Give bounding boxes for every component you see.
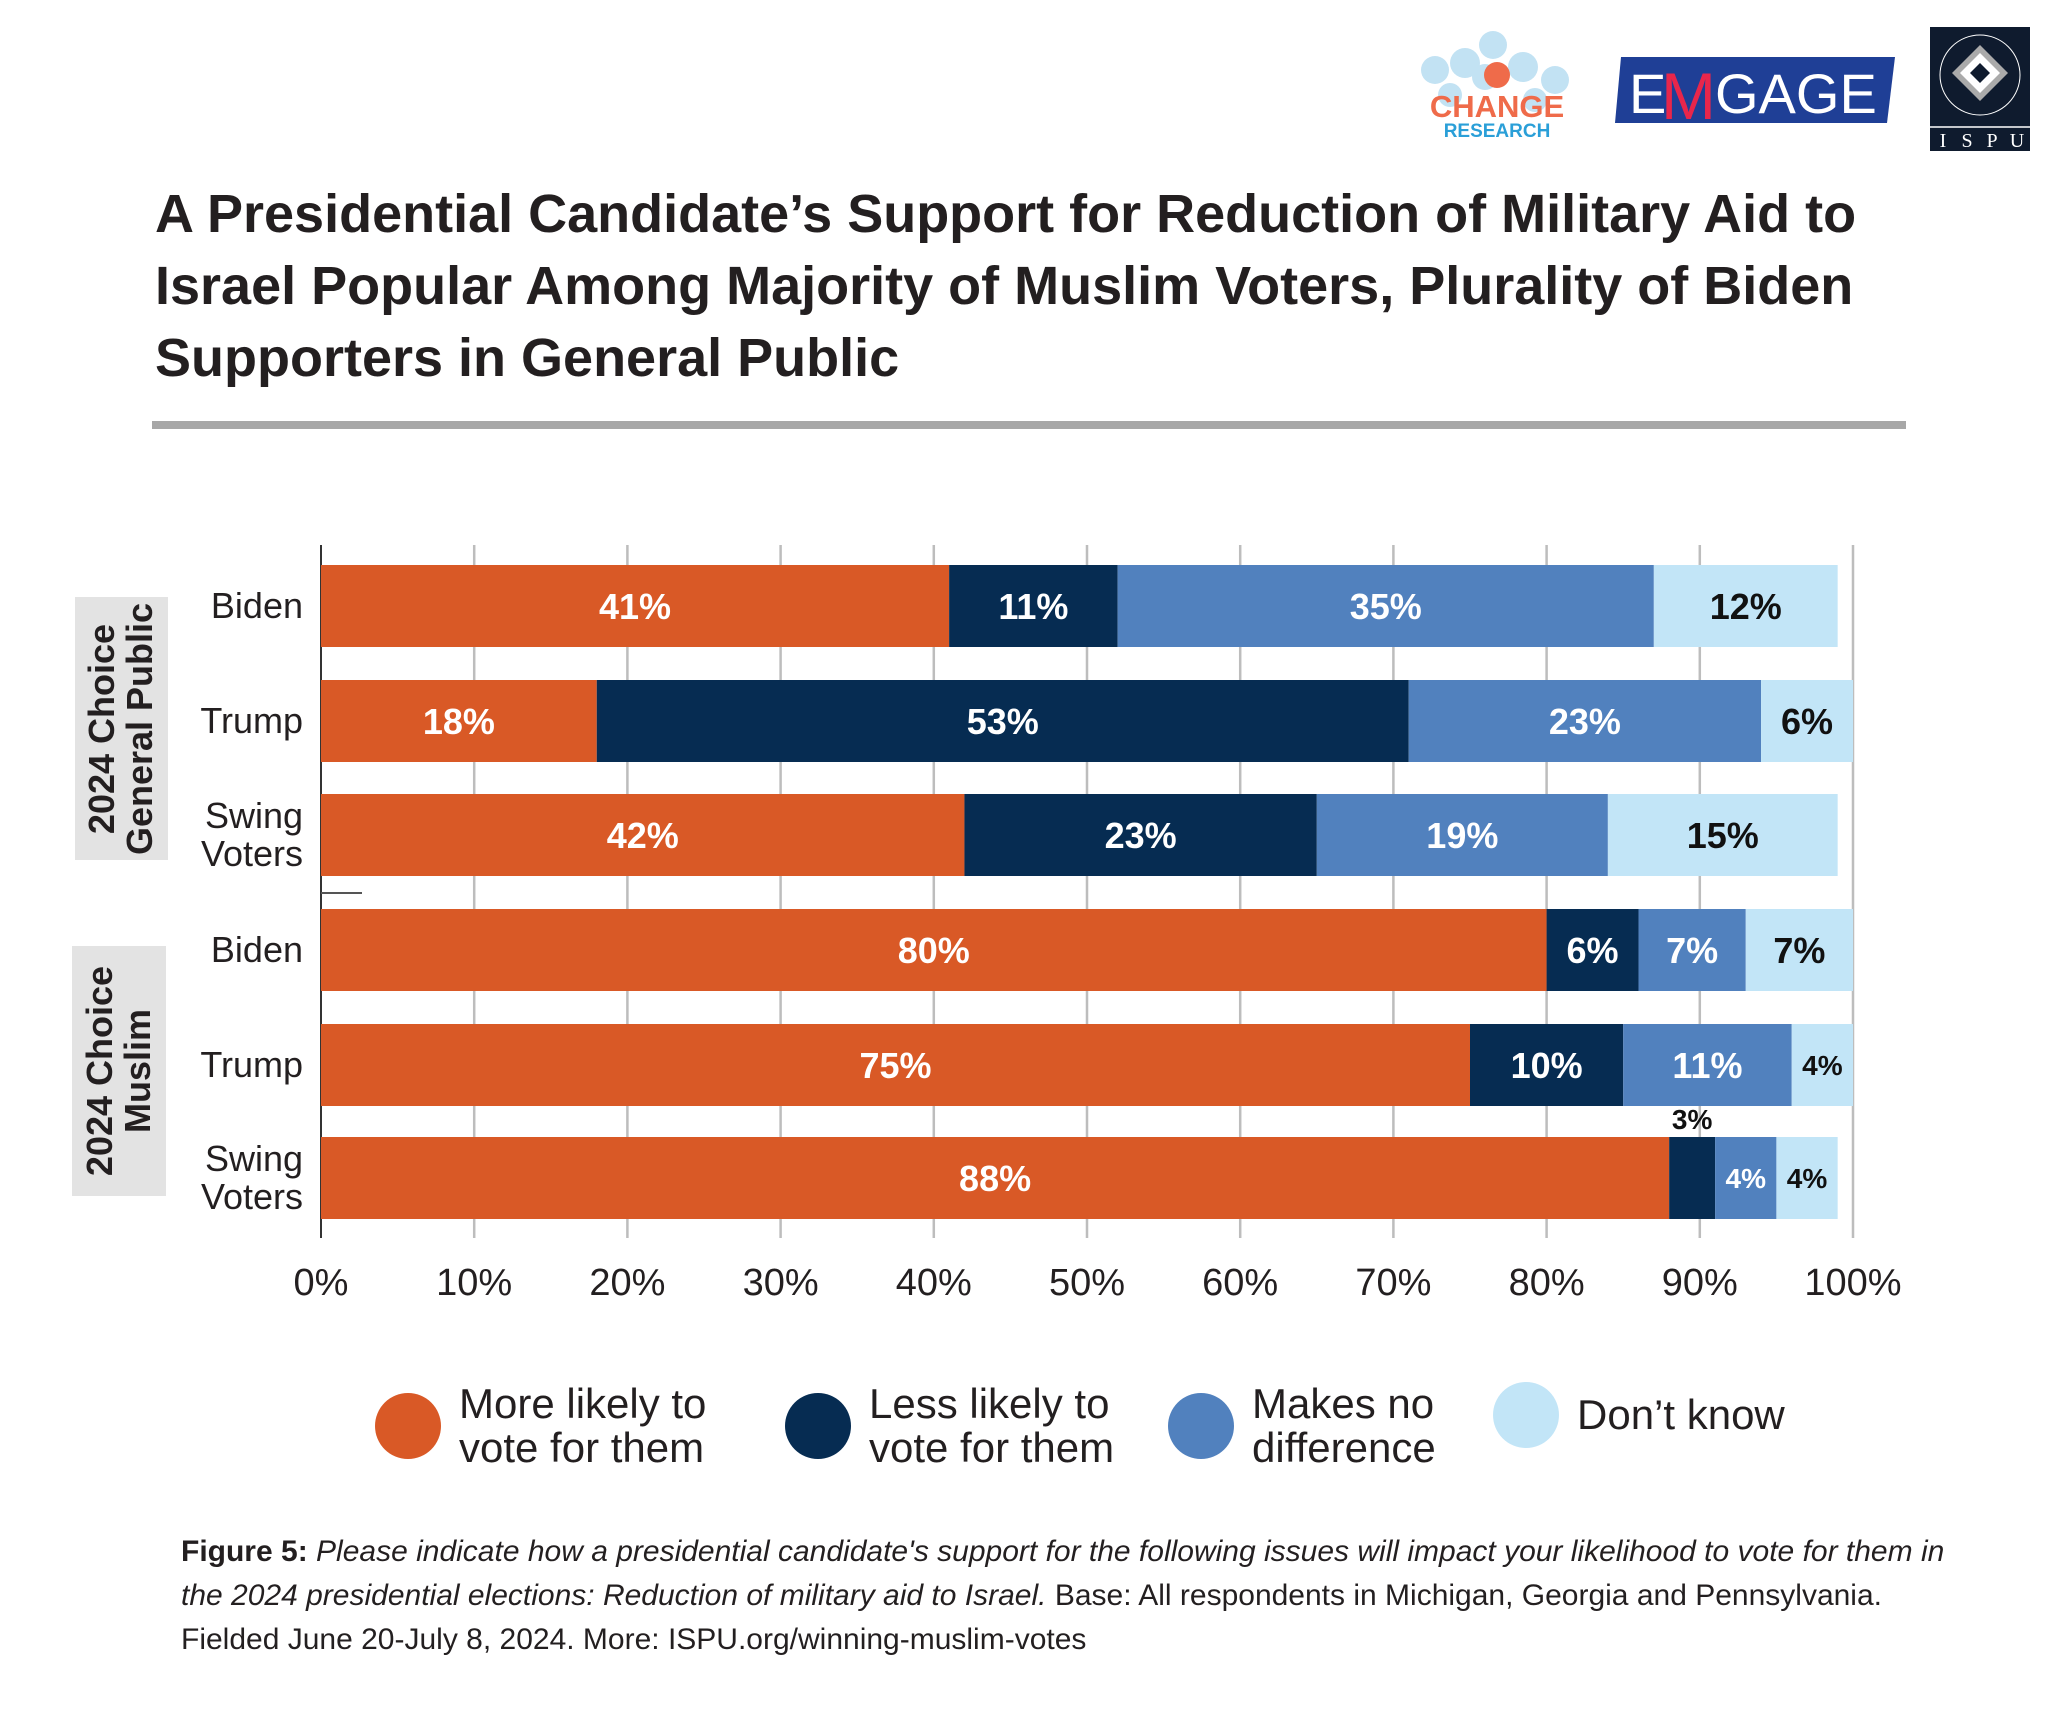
bar-segment bbox=[964, 794, 1317, 876]
category-label: Trump bbox=[200, 700, 303, 741]
ispu-logo: I S P U bbox=[1930, 27, 2030, 151]
data-label: 75% bbox=[859, 1045, 931, 1086]
bar-segment bbox=[1607, 794, 1838, 876]
data-label: 53% bbox=[967, 701, 1039, 742]
x-tick-label: 20% bbox=[589, 1262, 665, 1304]
data-label: 6% bbox=[1567, 930, 1619, 971]
bar-segment bbox=[1761, 680, 1853, 762]
legend-label: More likely to vote for them bbox=[459, 1380, 707, 1471]
data-label: 23% bbox=[1549, 701, 1621, 742]
data-label: 35% bbox=[1350, 586, 1422, 627]
bar-segment bbox=[1715, 1137, 1777, 1219]
bar-segment bbox=[1776, 1137, 1838, 1219]
bar-segment bbox=[949, 565, 1118, 647]
x-tick-label: 0% bbox=[294, 1262, 349, 1304]
bar-segment bbox=[321, 680, 597, 762]
emgage-rest: GAGE bbox=[1715, 62, 1877, 125]
x-tick-label: 70% bbox=[1355, 1262, 1431, 1304]
bar-segment bbox=[1791, 1024, 1853, 1106]
x-tick-label: 100% bbox=[1804, 1262, 1901, 1304]
legend-label: Less likely to vote for them bbox=[869, 1380, 1115, 1471]
bar-segment bbox=[1117, 565, 1654, 647]
emgage-logo: E M GAGE bbox=[1615, 57, 1895, 125]
data-label: 6% bbox=[1781, 701, 1833, 742]
bar-segment bbox=[596, 680, 1409, 762]
bar-segment bbox=[1623, 1024, 1792, 1106]
data-label: 4% bbox=[1726, 1163, 1767, 1194]
figure-caption: Figure 5: Please indicate how a presiden… bbox=[181, 1530, 1961, 1662]
research-text: RESEARCH bbox=[1444, 121, 1551, 142]
group-label: 2024 Choice Muslim bbox=[72, 946, 166, 1196]
data-label: 11% bbox=[1672, 1045, 1742, 1086]
bar-segment bbox=[1653, 565, 1838, 647]
data-label: 18% bbox=[423, 701, 495, 742]
bar-segment bbox=[1669, 1137, 1716, 1219]
x-tick-label: 50% bbox=[1049, 1262, 1125, 1304]
bar-segment bbox=[1316, 794, 1608, 876]
data-label: 12% bbox=[1710, 586, 1782, 627]
legend-swatch bbox=[1168, 1393, 1234, 1459]
chart-title: A Presidential Candidate’s Support for R… bbox=[155, 184, 1857, 388]
bar-segment bbox=[321, 565, 950, 647]
title-divider bbox=[152, 421, 1906, 429]
legend-label: Makes no difference bbox=[1252, 1380, 1436, 1471]
legend-label: Don’t know bbox=[1577, 1391, 1785, 1438]
data-label: 15% bbox=[1687, 815, 1759, 856]
bar-segment bbox=[1408, 680, 1762, 762]
x-tick-label: 90% bbox=[1662, 1262, 1738, 1304]
ispu-letter: I bbox=[1940, 130, 1947, 151]
caption-question: Please indicate how a presidential candi… bbox=[181, 1535, 1945, 1612]
x-tick-label: 60% bbox=[1202, 1262, 1278, 1304]
legend-swatch bbox=[375, 1393, 441, 1459]
legend-swatch bbox=[785, 1393, 851, 1459]
change-text: CHANGE bbox=[1430, 89, 1564, 124]
bar-segment bbox=[1638, 909, 1746, 991]
data-label: 3% bbox=[1672, 1104, 1713, 1135]
category-label: Swing Voters bbox=[200, 1138, 303, 1217]
category-label: Biden bbox=[210, 929, 303, 970]
group-label: 2024 Choice General Public bbox=[75, 597, 168, 860]
data-label: 7% bbox=[1666, 930, 1718, 971]
bar-segment bbox=[321, 1137, 1670, 1219]
x-tick-label: 40% bbox=[896, 1262, 972, 1304]
data-label: 42% bbox=[607, 815, 679, 856]
category-label: Biden bbox=[210, 585, 303, 626]
bar-segment bbox=[321, 794, 965, 876]
category-label: Swing Voters bbox=[200, 795, 303, 874]
caption-label: Figure 5: bbox=[181, 1535, 308, 1568]
data-label: 80% bbox=[898, 930, 970, 971]
ispu-letter: U bbox=[2010, 130, 2025, 151]
bar-segment bbox=[1470, 1024, 1624, 1106]
legend-item: More likely to vote for them bbox=[375, 1382, 759, 1470]
data-label: 23% bbox=[1105, 815, 1177, 856]
data-label: 19% bbox=[1426, 815, 1498, 856]
data-label: 4% bbox=[1787, 1163, 1828, 1194]
bar-segment bbox=[1745, 909, 1853, 991]
x-tick-label: 10% bbox=[436, 1262, 512, 1304]
data-label: 11% bbox=[998, 586, 1068, 627]
category-label: Trump bbox=[200, 1044, 303, 1085]
bar-segment bbox=[1546, 909, 1639, 991]
legend-item: Don’t know bbox=[1493, 1382, 1877, 1448]
change-research-logo: CHANGE RESEARCH bbox=[1421, 31, 1569, 142]
data-label: 10% bbox=[1511, 1045, 1583, 1086]
x-tick-label: 80% bbox=[1509, 1262, 1585, 1304]
ispu-letter: P bbox=[1986, 130, 1997, 151]
bar-segment bbox=[321, 909, 1547, 991]
data-label: 4% bbox=[1802, 1050, 1843, 1081]
data-label: 88% bbox=[959, 1158, 1031, 1199]
data-label: 7% bbox=[1773, 930, 1825, 971]
legend-swatch bbox=[1493, 1382, 1559, 1448]
legend-item: Makes no difference bbox=[1168, 1382, 1552, 1470]
legend-item: Less likely to vote for them bbox=[785, 1382, 1169, 1470]
emgage-m: M bbox=[1661, 59, 1716, 125]
ispu-letter: S bbox=[1961, 130, 1972, 151]
caption-base: Base: All respondents in Michigan, Georg… bbox=[181, 1579, 1882, 1656]
x-tick-label: 30% bbox=[743, 1262, 819, 1304]
bar-segment bbox=[321, 1024, 1470, 1106]
emgage-e: E bbox=[1629, 62, 1666, 125]
data-label: 41% bbox=[599, 586, 671, 627]
